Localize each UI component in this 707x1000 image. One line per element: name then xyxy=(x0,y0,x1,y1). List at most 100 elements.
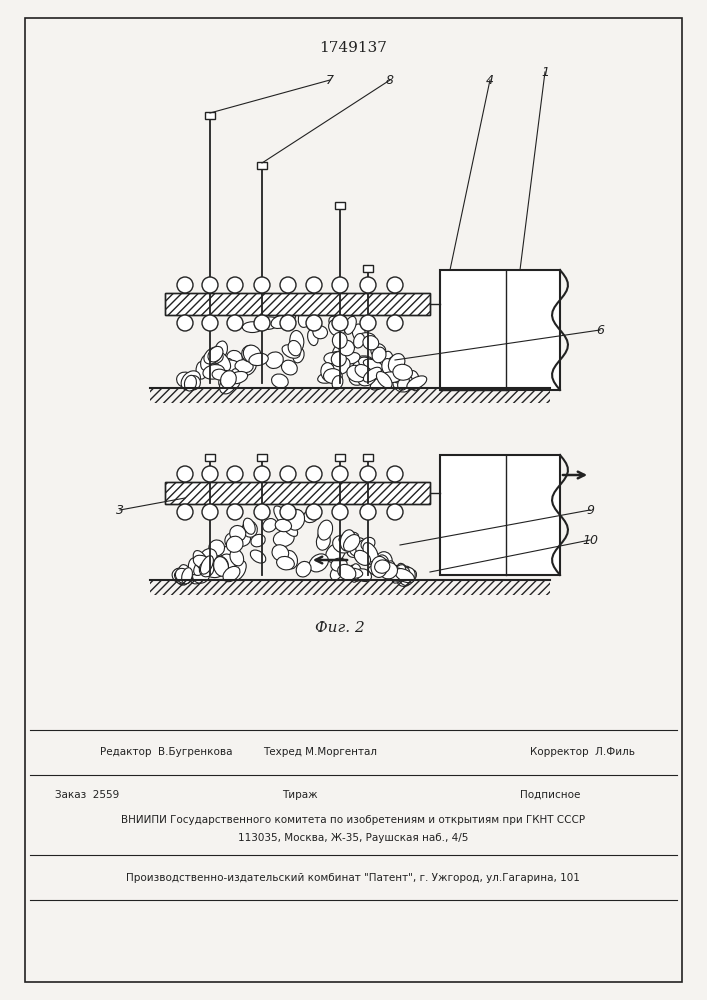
Ellipse shape xyxy=(330,567,342,580)
Ellipse shape xyxy=(386,355,402,370)
Text: 8: 8 xyxy=(386,74,394,87)
Ellipse shape xyxy=(358,333,375,344)
Text: 6: 6 xyxy=(596,324,604,336)
Bar xyxy=(335,202,345,209)
Ellipse shape xyxy=(371,556,387,577)
Ellipse shape xyxy=(193,551,208,570)
Ellipse shape xyxy=(201,556,214,574)
Ellipse shape xyxy=(321,363,335,381)
Ellipse shape xyxy=(395,569,414,583)
Ellipse shape xyxy=(288,340,301,356)
Bar xyxy=(205,454,215,460)
Circle shape xyxy=(332,277,348,293)
Ellipse shape xyxy=(338,564,356,580)
Ellipse shape xyxy=(384,565,401,581)
Ellipse shape xyxy=(358,357,376,369)
Ellipse shape xyxy=(201,549,217,565)
Ellipse shape xyxy=(397,567,415,586)
Ellipse shape xyxy=(182,568,192,584)
Text: 3: 3 xyxy=(116,504,124,516)
Ellipse shape xyxy=(354,538,367,551)
Ellipse shape xyxy=(387,568,407,581)
Bar xyxy=(165,293,430,315)
Ellipse shape xyxy=(313,326,327,339)
Ellipse shape xyxy=(344,535,360,551)
Ellipse shape xyxy=(332,376,343,389)
Ellipse shape xyxy=(298,308,312,327)
Circle shape xyxy=(202,277,218,293)
Ellipse shape xyxy=(363,550,377,564)
Ellipse shape xyxy=(191,569,209,584)
Ellipse shape xyxy=(233,532,250,546)
Ellipse shape xyxy=(380,372,402,383)
Circle shape xyxy=(306,504,322,520)
Ellipse shape xyxy=(204,347,222,364)
Ellipse shape xyxy=(349,565,358,582)
Ellipse shape xyxy=(192,568,209,583)
Ellipse shape xyxy=(201,355,211,371)
Circle shape xyxy=(254,504,270,520)
Ellipse shape xyxy=(288,509,303,526)
Ellipse shape xyxy=(393,364,412,380)
Bar xyxy=(257,454,267,460)
Text: Заказ  2559: Заказ 2559 xyxy=(55,790,119,800)
Ellipse shape xyxy=(235,360,253,373)
Ellipse shape xyxy=(397,566,413,582)
Ellipse shape xyxy=(250,550,266,563)
Ellipse shape xyxy=(344,316,356,334)
Ellipse shape xyxy=(326,543,345,563)
Circle shape xyxy=(280,277,296,293)
Ellipse shape xyxy=(316,532,330,550)
Ellipse shape xyxy=(324,369,342,383)
Ellipse shape xyxy=(243,322,262,333)
Bar xyxy=(363,264,373,271)
Ellipse shape xyxy=(333,536,353,553)
Ellipse shape xyxy=(372,347,386,363)
Ellipse shape xyxy=(218,371,232,388)
Circle shape xyxy=(254,277,270,293)
Ellipse shape xyxy=(356,539,372,554)
Ellipse shape xyxy=(409,371,420,391)
Circle shape xyxy=(202,315,218,331)
Ellipse shape xyxy=(178,565,191,582)
Ellipse shape xyxy=(185,563,204,579)
Ellipse shape xyxy=(332,344,349,362)
Ellipse shape xyxy=(232,528,243,547)
Ellipse shape xyxy=(383,561,395,579)
Ellipse shape xyxy=(242,345,258,362)
Ellipse shape xyxy=(261,306,277,325)
Bar xyxy=(165,293,430,315)
Circle shape xyxy=(177,277,193,293)
Ellipse shape xyxy=(266,352,284,368)
Ellipse shape xyxy=(305,296,320,315)
Bar xyxy=(205,111,215,118)
Ellipse shape xyxy=(230,369,240,388)
Text: Техред М.Моргентал: Техред М.Моргентал xyxy=(263,747,377,757)
Text: 7: 7 xyxy=(326,74,334,87)
Ellipse shape xyxy=(350,544,370,556)
Ellipse shape xyxy=(275,519,291,532)
Ellipse shape xyxy=(239,359,256,376)
Text: Корректор  Л.Филь: Корректор Л.Филь xyxy=(530,747,635,757)
Ellipse shape xyxy=(296,561,311,577)
Ellipse shape xyxy=(375,552,392,570)
Ellipse shape xyxy=(331,558,347,571)
Circle shape xyxy=(280,466,296,482)
Ellipse shape xyxy=(208,346,223,362)
Ellipse shape xyxy=(354,548,368,563)
Ellipse shape xyxy=(339,340,354,356)
Ellipse shape xyxy=(174,568,188,585)
Ellipse shape xyxy=(194,558,209,576)
Ellipse shape xyxy=(249,353,268,366)
Ellipse shape xyxy=(382,359,395,376)
Ellipse shape xyxy=(209,540,225,556)
Ellipse shape xyxy=(365,361,381,376)
Text: 4: 4 xyxy=(486,74,494,87)
Ellipse shape xyxy=(332,352,346,367)
Ellipse shape xyxy=(228,371,247,384)
Ellipse shape xyxy=(226,536,243,552)
Ellipse shape xyxy=(347,544,362,557)
Ellipse shape xyxy=(351,564,361,581)
Text: Фиг. 2: Фиг. 2 xyxy=(315,621,365,635)
Ellipse shape xyxy=(193,555,211,568)
